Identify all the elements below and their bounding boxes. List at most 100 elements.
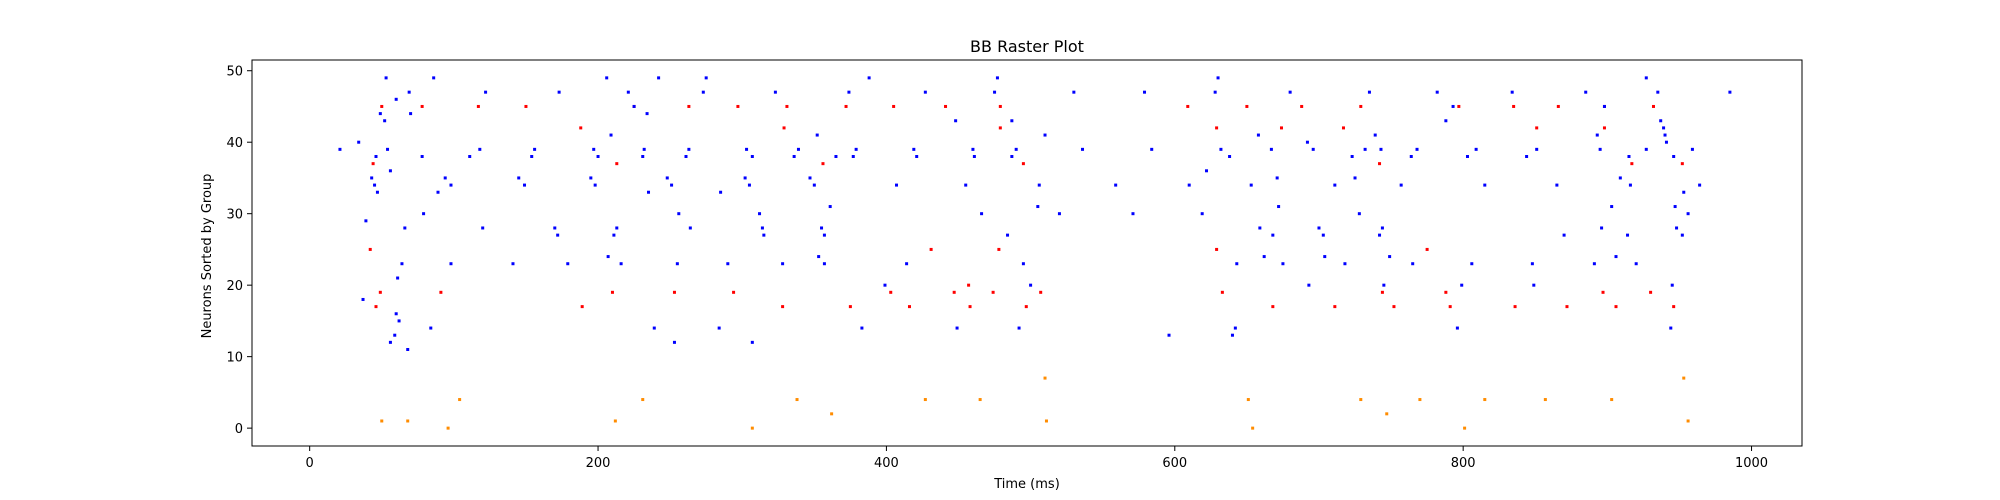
spike-point [701, 90, 705, 94]
spike-point [420, 155, 424, 158]
spike-point [1673, 205, 1677, 209]
spike-point [1200, 212, 1204, 216]
spike-point [1598, 147, 1602, 151]
spike-point [380, 419, 384, 423]
spike-point [972, 155, 976, 158]
spike-point [1595, 133, 1599, 137]
spike-point [592, 147, 596, 151]
spike-point [626, 90, 630, 94]
spike-point [1311, 147, 1315, 151]
x-tick-label: 400 [874, 456, 899, 471]
spike-point [1373, 133, 1377, 137]
spike-point [736, 104, 740, 108]
spike-point [1039, 290, 1043, 294]
spike-point [1535, 147, 1539, 151]
spike-point [670, 183, 674, 187]
spike-point [647, 190, 651, 194]
spike-point [368, 247, 372, 251]
spike-point [468, 155, 472, 158]
x-axis-label: Time (ms) [993, 477, 1060, 492]
spike-point [396, 276, 400, 280]
spike-point [443, 176, 447, 180]
spike-point [403, 226, 407, 230]
spike-point [851, 155, 855, 158]
spike-point [1006, 233, 1010, 237]
spike-point [615, 226, 619, 230]
spike-point [1626, 233, 1630, 237]
spike-point [1610, 398, 1614, 402]
spike-point [687, 104, 691, 108]
spike-point [1682, 376, 1686, 380]
spike-point [373, 183, 377, 187]
spike-point [1614, 255, 1618, 259]
spike-point [717, 326, 721, 330]
spike-point [1399, 183, 1403, 187]
spike-point [1474, 147, 1478, 151]
spike-point [1367, 90, 1371, 94]
spike-point [642, 147, 646, 151]
spike-point [374, 305, 378, 309]
spike-point [605, 76, 609, 80]
spike-point [993, 90, 997, 94]
spike-point [1483, 183, 1487, 187]
spike-point [745, 147, 749, 151]
spike-point [1380, 226, 1384, 230]
spike-point [1024, 305, 1028, 309]
spike-point [613, 419, 617, 423]
spike-point [1382, 283, 1386, 287]
spike-point [370, 176, 374, 180]
spike-point [1021, 262, 1025, 266]
spike-point [675, 262, 679, 266]
spike-point [1525, 155, 1529, 158]
spike-point [743, 176, 747, 180]
spike-point [1592, 262, 1596, 266]
spike-point [732, 290, 736, 294]
spike-point [1556, 104, 1560, 108]
spike-point [923, 398, 927, 402]
spike-point [847, 90, 851, 94]
spike-point [1451, 104, 1455, 108]
spike-point [815, 133, 819, 137]
spike-point [758, 212, 762, 216]
spike-point [822, 262, 826, 266]
spike-point [944, 104, 948, 108]
spike-point [383, 119, 387, 123]
spike-point [828, 205, 832, 209]
spike-point [684, 155, 688, 158]
spike-point [1470, 262, 1474, 266]
spike-point [1444, 119, 1448, 123]
spike-point [615, 162, 619, 166]
spike-point [1277, 205, 1281, 209]
spike-point [1037, 183, 1041, 187]
spike-point [458, 398, 462, 402]
y-tick-label: 40 [226, 136, 243, 151]
spike-point [812, 183, 816, 187]
spike-point [566, 262, 570, 266]
spike-point [338, 147, 342, 151]
spike-point [997, 247, 1001, 251]
spike-point [1359, 104, 1363, 108]
spike-point [1333, 183, 1337, 187]
spike-point [820, 226, 824, 230]
spike-point [1341, 126, 1345, 130]
spike-point [1167, 333, 1171, 337]
spike-point [995, 76, 999, 80]
spike-point [449, 183, 453, 187]
spike-point [892, 104, 896, 108]
spike-point [1187, 183, 1191, 187]
spike-point [817, 255, 821, 259]
spike-point [704, 76, 708, 80]
spike-point [384, 76, 388, 80]
spike-point [593, 183, 597, 187]
spike-point [407, 90, 411, 94]
spike-point [478, 147, 482, 151]
spike-point [1275, 176, 1279, 180]
spike-point [889, 290, 893, 294]
spike-point [1455, 326, 1459, 330]
spike-point [750, 340, 754, 344]
spike-point [1672, 305, 1676, 309]
spike-point [1543, 398, 1547, 402]
spike-point [1307, 283, 1311, 287]
spike-point [719, 190, 723, 194]
spike-point [449, 262, 453, 266]
